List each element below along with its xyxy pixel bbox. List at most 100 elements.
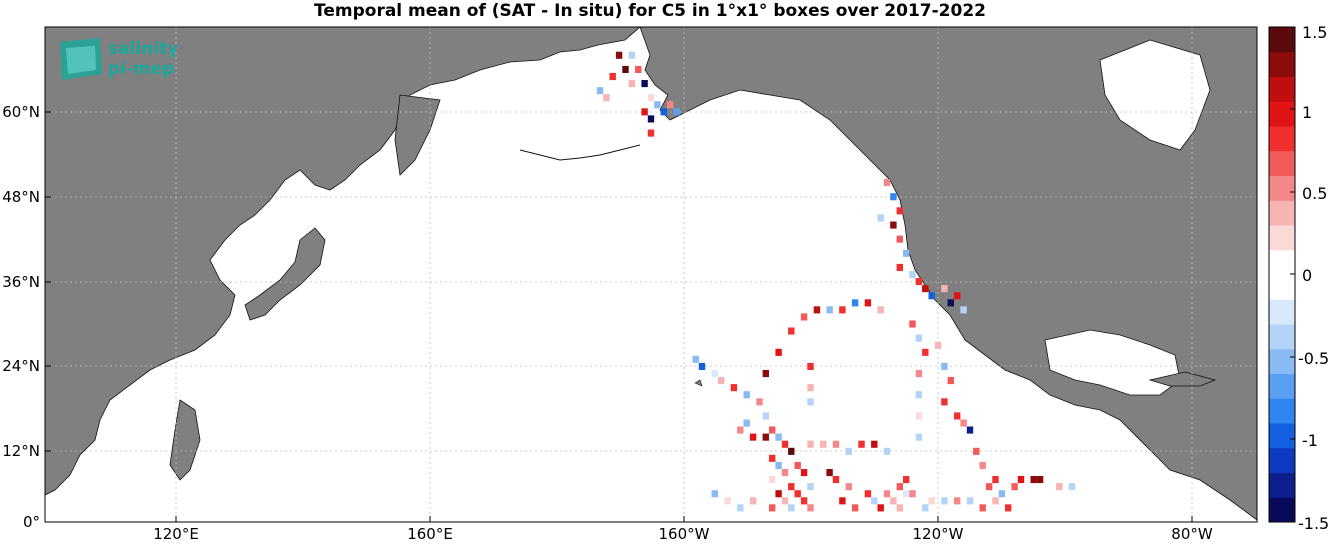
data-cell xyxy=(769,504,776,512)
japan-land xyxy=(244,227,326,321)
data-cell xyxy=(781,497,789,505)
data-cell xyxy=(947,377,954,385)
data-cell xyxy=(794,490,801,498)
data-cell xyxy=(928,292,935,300)
data-cell xyxy=(871,440,878,448)
y-tick-label: 0° xyxy=(23,513,40,531)
data-cells xyxy=(596,51,1076,512)
data-cell xyxy=(800,313,808,321)
data-cell xyxy=(826,469,833,477)
colorbar-segment xyxy=(1269,423,1295,449)
data-cell xyxy=(807,398,814,406)
data-cell xyxy=(800,497,808,505)
data-cell xyxy=(743,391,750,399)
logo-icon-inner xyxy=(66,46,96,74)
data-cell xyxy=(973,447,980,455)
colorbar-segment xyxy=(1269,497,1295,523)
data-cell xyxy=(922,285,929,293)
data-cell xyxy=(883,179,891,187)
data-cell xyxy=(762,370,769,378)
data-cell xyxy=(915,433,923,441)
logo-line2: pi-mep xyxy=(108,59,174,79)
colorbar-ticks xyxy=(1290,26,1295,523)
data-cell xyxy=(654,101,661,109)
data-cell xyxy=(628,80,636,88)
data-cell xyxy=(603,94,610,102)
data-cell xyxy=(775,490,782,498)
asia-land xyxy=(45,27,641,496)
x-tick-label: 160°W xyxy=(659,525,710,543)
data-cell xyxy=(877,306,884,314)
data-cell xyxy=(781,469,789,477)
north-america-land xyxy=(639,27,1257,521)
data-cell xyxy=(788,327,795,335)
colorbar-segment xyxy=(1269,200,1295,226)
data-cell xyxy=(743,419,750,427)
data-cell xyxy=(807,504,814,512)
data-cell xyxy=(775,461,782,469)
hudson-bay xyxy=(1099,39,1211,151)
data-cell xyxy=(635,65,642,73)
colorbar-segment xyxy=(1269,299,1295,325)
data-cell xyxy=(890,221,897,229)
gulf-of-mexico xyxy=(1044,329,1181,396)
data-cell xyxy=(647,94,655,102)
data-cell xyxy=(985,483,993,491)
y-tick-label: 36°N xyxy=(2,273,40,291)
data-cell xyxy=(666,101,674,109)
data-cell xyxy=(941,362,948,370)
data-cell xyxy=(877,504,884,512)
colorbar-segment xyxy=(1269,398,1295,424)
data-cell xyxy=(673,108,680,116)
data-cell xyxy=(749,497,757,505)
data-cell xyxy=(928,497,935,505)
data-cell xyxy=(915,370,923,378)
colorbar-segment xyxy=(1269,27,1295,53)
colorbar-segment xyxy=(1269,447,1295,473)
data-cell xyxy=(762,412,769,420)
data-cell xyxy=(896,235,903,243)
colorbar-segment xyxy=(1269,51,1295,77)
y-tick-label: 48°N xyxy=(2,188,40,206)
data-cell xyxy=(1036,476,1044,484)
data-cell xyxy=(749,433,757,441)
data-cell xyxy=(896,483,903,491)
data-cell xyxy=(871,497,878,505)
data-cell xyxy=(775,348,782,356)
data-cell xyxy=(915,391,923,399)
data-cell xyxy=(864,490,872,498)
colorbar-segment xyxy=(1269,274,1295,300)
data-cell xyxy=(941,398,948,406)
data-cell xyxy=(788,483,795,491)
data-cell xyxy=(903,490,910,498)
colorbar-segment xyxy=(1269,76,1295,102)
salinity-pi-mep-logo: salinity pi-mep xyxy=(60,38,178,80)
data-cell xyxy=(692,355,699,363)
data-cell xyxy=(807,362,814,370)
philippines-land xyxy=(169,399,201,481)
colorbar-label: 1 xyxy=(1302,103,1312,122)
data-cell xyxy=(960,419,967,427)
colorbar-segment xyxy=(1269,175,1295,201)
y-tick-label: 60°N xyxy=(2,103,40,121)
data-cell xyxy=(832,476,840,484)
data-cell xyxy=(615,51,623,59)
data-cell xyxy=(711,490,718,498)
data-cell xyxy=(769,476,776,484)
data-cell xyxy=(660,108,667,116)
data-cell xyxy=(832,440,840,448)
data-cell xyxy=(724,497,731,505)
data-cell xyxy=(954,412,961,420)
colorbar-segment xyxy=(1269,249,1295,275)
data-cell xyxy=(839,306,846,314)
data-cell xyxy=(800,469,808,477)
data-cell xyxy=(711,370,718,378)
data-cell xyxy=(1056,483,1063,491)
data-cell xyxy=(979,504,986,512)
data-cell xyxy=(1011,483,1018,491)
data-cell xyxy=(903,249,910,257)
data-cell xyxy=(788,447,795,455)
data-cell xyxy=(941,497,948,505)
data-cell xyxy=(883,447,891,455)
